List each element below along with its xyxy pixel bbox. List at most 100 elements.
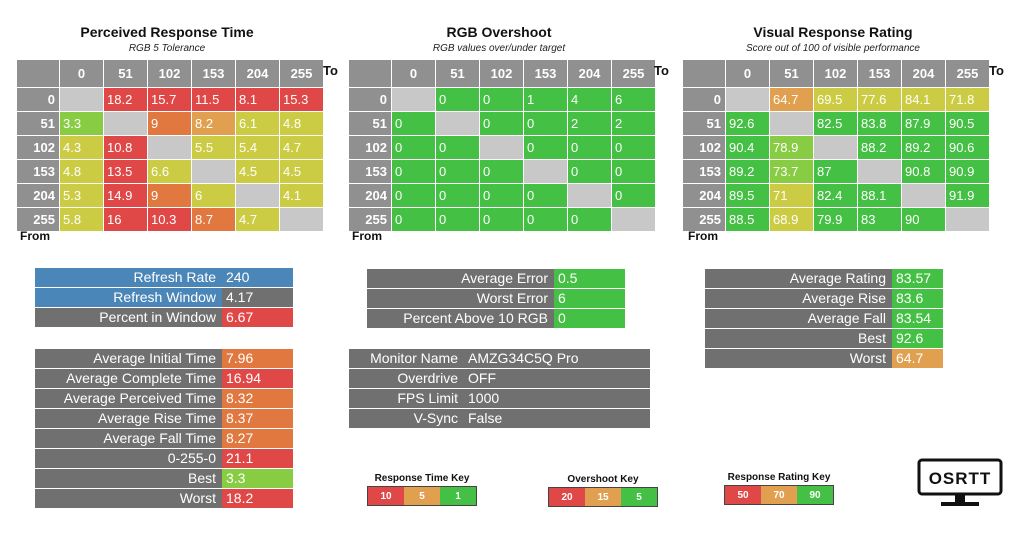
grid-cell: 0	[392, 136, 435, 159]
grid-cell: 68.9	[770, 208, 813, 231]
key-swatch: 70	[761, 486, 797, 504]
row-header: 255	[349, 208, 391, 231]
stat-row: Refresh Rate 240	[35, 268, 293, 287]
stat-value: 18.2	[222, 489, 293, 508]
grid-cell: 83	[858, 208, 901, 231]
column-header: 0	[392, 60, 435, 87]
grid-cell: 0	[480, 160, 523, 183]
stat-label: Average Initial Time	[35, 349, 222, 368]
column-header: 153	[524, 60, 567, 87]
key-swatch: 10	[368, 487, 404, 505]
grid-cell: 0	[524, 208, 567, 231]
grid-cell: 0	[524, 184, 567, 207]
column-header: 255	[280, 60, 323, 87]
key-swatch: 20	[549, 488, 585, 506]
grid-cell: 15.7	[148, 88, 191, 111]
grid-cell: 14.9	[104, 184, 147, 207]
grid-cell: 88.2	[858, 136, 901, 159]
refresh-table: Refresh Rate 240 Refresh Window 4.17 Percent…	[35, 268, 293, 327]
grid-cell: 90	[902, 208, 945, 231]
row-header: 153	[683, 160, 725, 183]
response-stats-table: Average Initial Time 7.96 Average Complete…	[35, 349, 293, 508]
column-header: 0	[60, 60, 103, 87]
diagonal-cell	[192, 160, 235, 183]
stat-value: 240	[222, 268, 293, 287]
stat-row: FPS Limit 1000	[349, 389, 650, 408]
stat-label: Average Rating	[705, 269, 892, 288]
grid-cell: 0	[392, 208, 435, 231]
stat-row: Average Rise Time 8.37	[35, 409, 293, 428]
diagonal-cell	[946, 208, 989, 231]
stat-value: 83.54	[892, 309, 943, 328]
row-header: 51	[17, 112, 59, 135]
key-swatch: 50	[725, 486, 761, 504]
stat-value: 83.6	[892, 289, 943, 308]
stat-label: Monitor Name	[349, 349, 464, 368]
stat-label: Worst	[705, 349, 892, 368]
stat-label: Overdrive	[349, 369, 464, 388]
grid-cell: 83.8	[858, 112, 901, 135]
grid-cell: 4.5	[280, 160, 323, 183]
grid-cell: 87	[814, 160, 857, 183]
stat-label: Refresh Rate	[35, 268, 222, 287]
row-header: 153	[17, 160, 59, 183]
grid-cell: 0	[436, 184, 479, 207]
diagonal-cell	[524, 160, 567, 183]
row-header: 204	[683, 184, 725, 207]
stat-row: Average Rating 83.57	[705, 269, 943, 288]
row-header: 0	[349, 88, 391, 111]
diagonal-cell	[612, 208, 655, 231]
grid-cell: 0	[568, 208, 611, 231]
grid-cell: 88.1	[858, 184, 901, 207]
key-title: Overshoot Key	[567, 474, 639, 485]
stat-value: 8.27	[222, 429, 293, 448]
stat-label: 0-255-0	[35, 449, 222, 468]
grid-cell: 10.3	[148, 208, 191, 231]
column-header: 102	[814, 60, 857, 87]
stat-label: FPS Limit	[349, 389, 464, 408]
stat-label: Refresh Window	[35, 288, 222, 307]
diagonal-cell	[858, 160, 901, 183]
grid-cell: 11.5	[192, 88, 235, 111]
panel-subtitle-perceived: RGB 5 Tolerance	[128, 43, 206, 54]
key-row: 50 70 90	[724, 485, 834, 505]
stat-label: Worst Error	[367, 289, 554, 308]
grid-cell: 84.1	[902, 88, 945, 111]
stat-row: Average Initial Time 7.96	[35, 349, 293, 368]
grid-cell: 89.2	[902, 136, 945, 159]
grid-cell: 91.9	[946, 184, 989, 207]
stat-value: 4.17	[222, 288, 293, 307]
grid-cell: 82.4	[814, 184, 857, 207]
grid-cell: 78.9	[770, 136, 813, 159]
stat-row: Monitor Name AMZG34C5Q Pro	[349, 349, 650, 368]
stat-value: 21.1	[222, 449, 293, 468]
grid-cell: 0	[480, 208, 523, 231]
grid-cell: 13.5	[104, 160, 147, 183]
stat-row: Worst 18.2	[35, 489, 293, 508]
grid-cell: 6.6	[148, 160, 191, 183]
grid-cell: 5.8	[60, 208, 103, 231]
row-header: 255	[683, 208, 725, 231]
diagonal-cell	[568, 184, 611, 207]
overshoot-key: Overshoot Key 20 15 5	[548, 474, 658, 507]
grid-cell: 1	[524, 88, 567, 111]
row-header: 204	[349, 184, 391, 207]
grid-cell: 4.7	[280, 136, 323, 159]
grid-cell: 15.3	[280, 88, 323, 111]
grid-cell: 4	[568, 88, 611, 111]
panel-title-perceived: Perceived Response Time	[80, 24, 254, 40]
grid-cell: 5.4	[236, 136, 279, 159]
row-header: 51	[683, 112, 725, 135]
stat-row: Refresh Window 4.17	[35, 288, 293, 307]
grid-cell: 6	[192, 184, 235, 207]
stat-label: V-Sync	[349, 409, 464, 428]
stat-label: Percent in Window	[35, 308, 222, 327]
diagonal-cell	[148, 136, 191, 159]
grid-cell: 0	[392, 112, 435, 135]
stat-value: 7.96	[222, 349, 293, 368]
stat-row: Percent in Window 6.67	[35, 308, 293, 327]
diagonal-cell	[104, 112, 147, 135]
grid-cell: 90.6	[946, 136, 989, 159]
stat-value: 8.37	[222, 409, 293, 428]
column-header: 51	[436, 60, 479, 87]
